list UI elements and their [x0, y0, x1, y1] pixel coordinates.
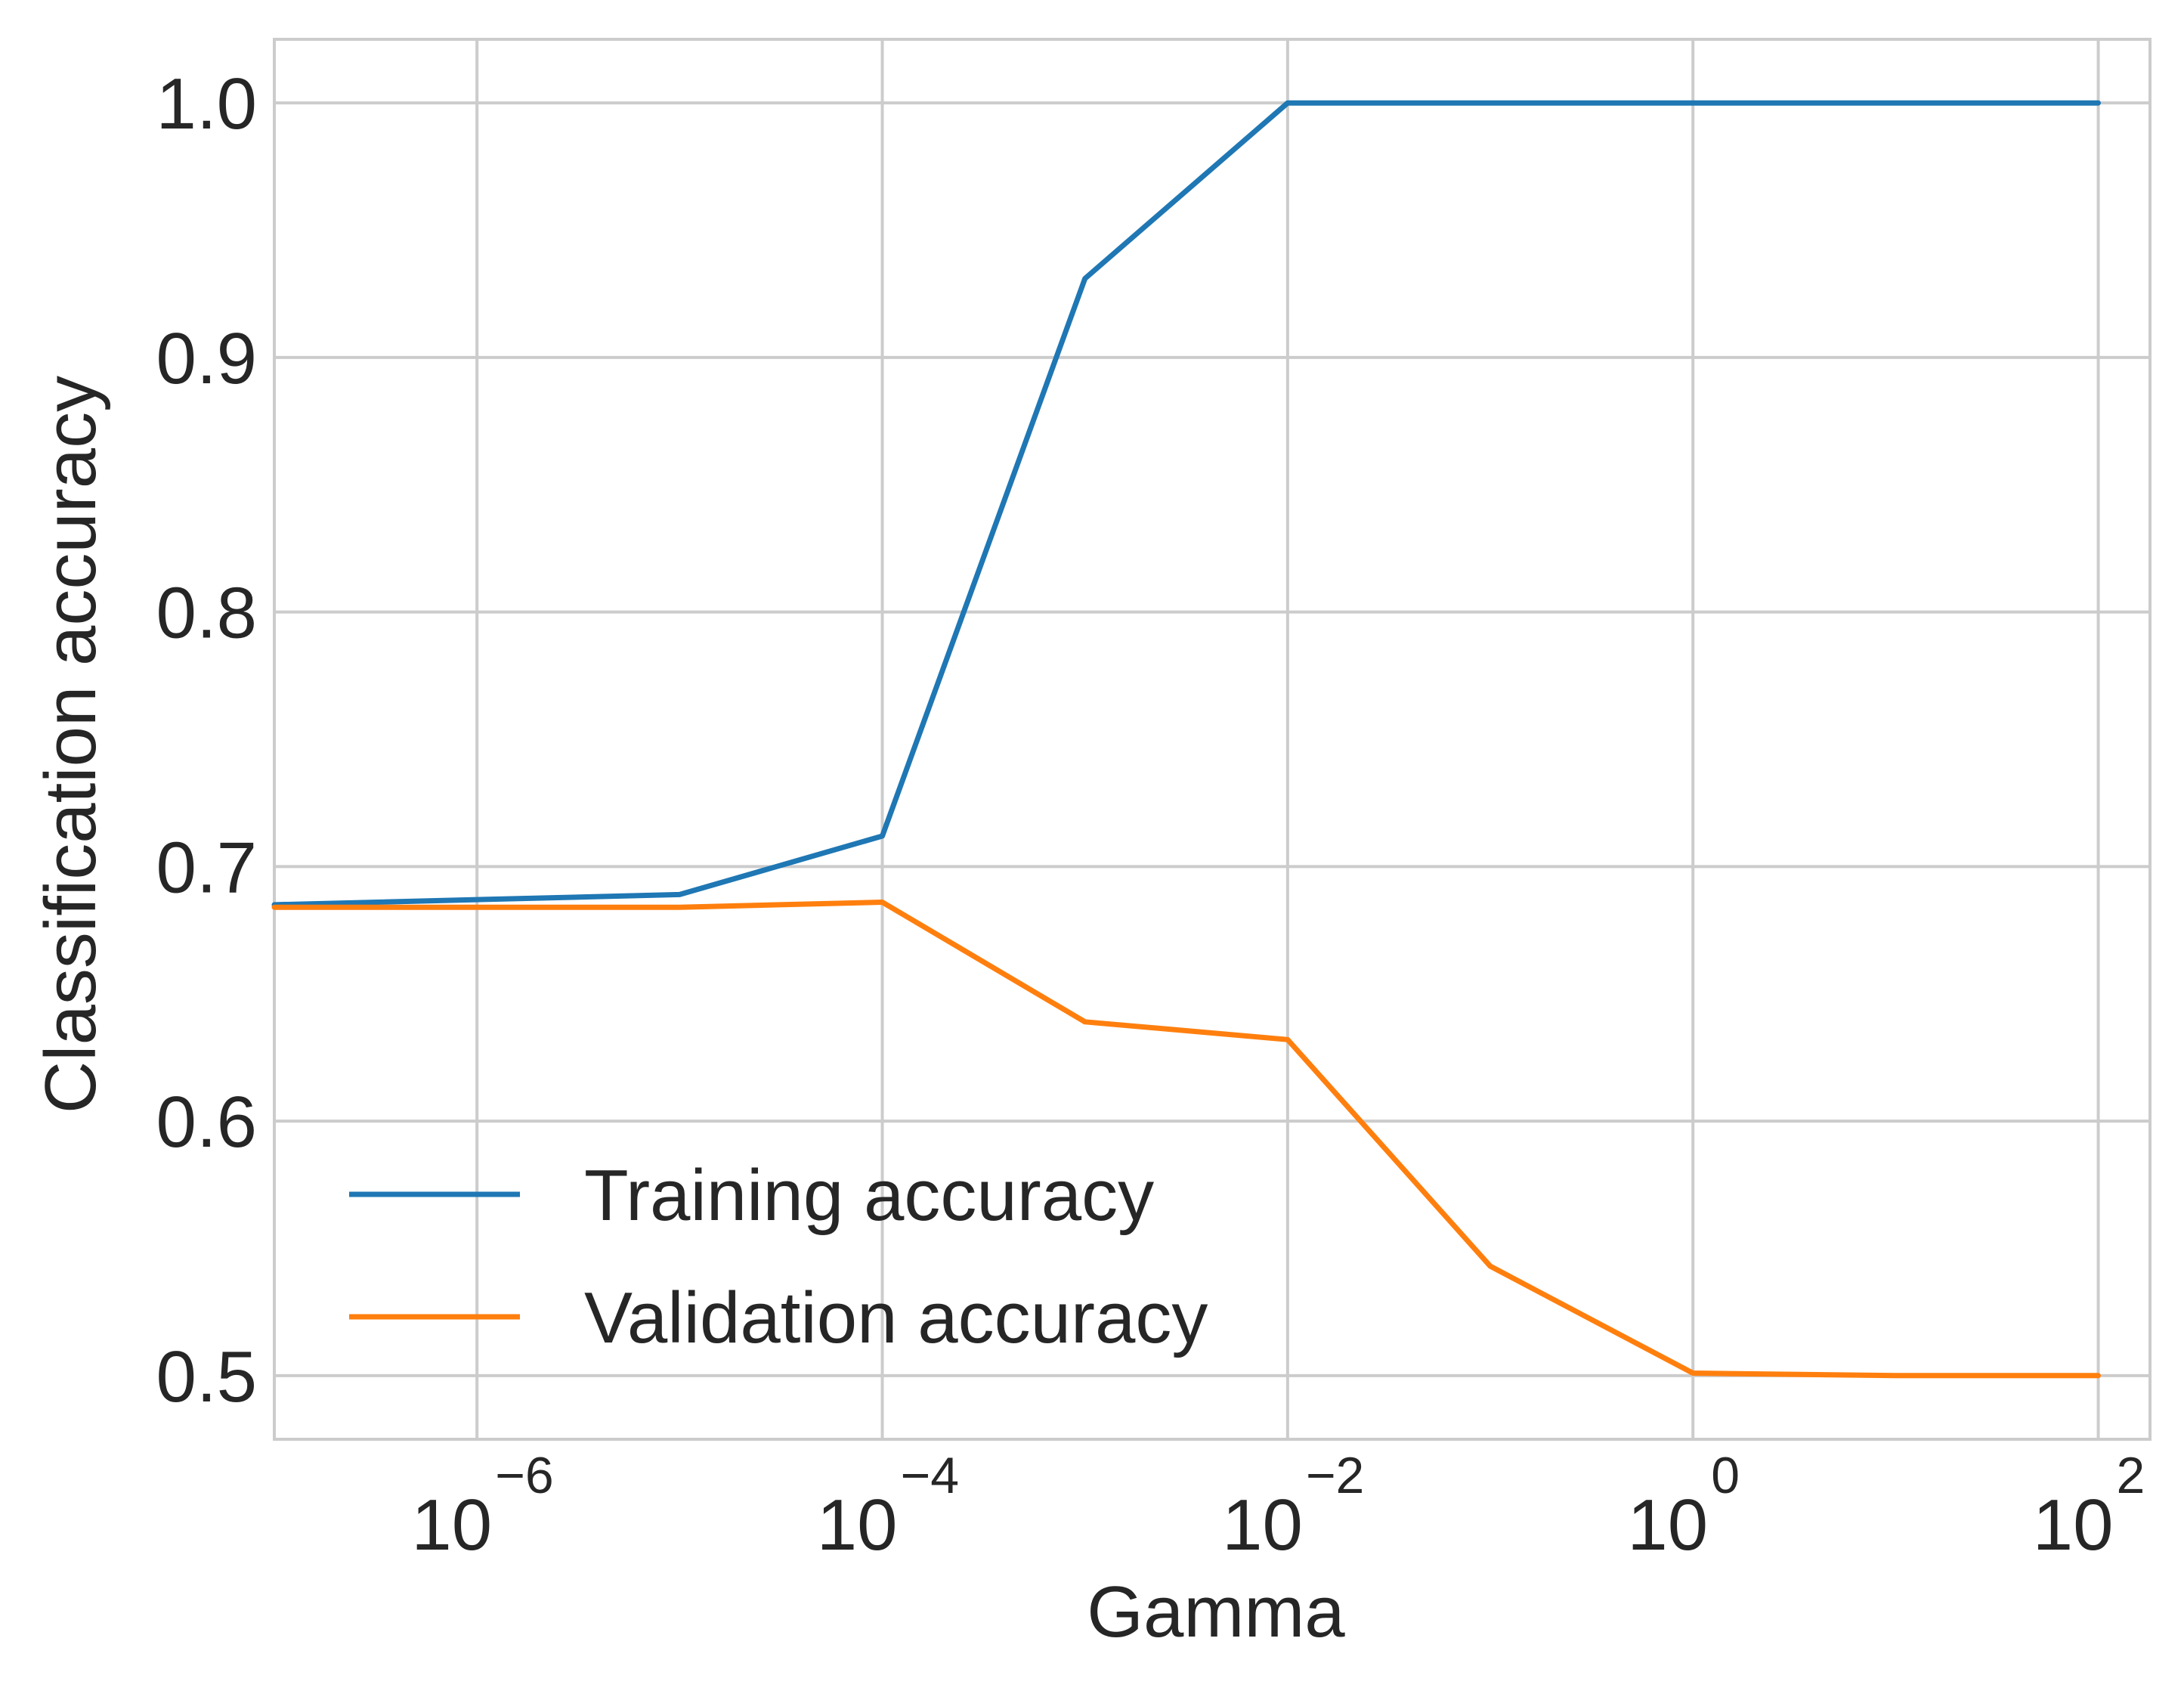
- x-tick-label: 10−4: [817, 1447, 959, 1565]
- y-tick-label: 0.9: [156, 318, 257, 399]
- series-lines: [271, 100, 2101, 1379]
- y-tick-label: 0.6: [156, 1082, 257, 1163]
- x-tick-exponent: −2: [1306, 1447, 1365, 1504]
- x-tick-base: 10: [1627, 1485, 1708, 1565]
- y-axis-title: Classification accuracy: [30, 376, 111, 1113]
- series-line-1: [271, 900, 2101, 1379]
- x-tick-label: 10−2: [1222, 1447, 1364, 1565]
- x-tick-base: 10: [2033, 1485, 2114, 1565]
- legend-item: Validation accuracy: [349, 1277, 1208, 1358]
- y-tick-label: 0.7: [156, 827, 257, 908]
- series-line-0: [271, 100, 2101, 908]
- x-tick-label: 102: [2033, 1447, 2145, 1565]
- y-tick-labels: 0.5 0.6 0.7 0.8 0.9 1.0: [156, 63, 257, 1417]
- x-tick-exponent: 0: [1711, 1447, 1740, 1504]
- x-tick-label: 100: [1627, 1447, 1740, 1565]
- legend: Training accuracy Validation accuracy: [349, 1155, 1208, 1358]
- x-tick-exponent: −6: [495, 1447, 554, 1504]
- x-tick-base: 10: [411, 1485, 492, 1565]
- x-axis-title: Gamma: [1087, 1572, 1345, 1652]
- x-tick-base: 10: [817, 1485, 898, 1565]
- x-tick-label: 10−6: [411, 1447, 553, 1565]
- x-tick-exponent: −4: [901, 1447, 960, 1504]
- legend-label: Validation accuracy: [584, 1277, 1208, 1358]
- x-tick-base: 10: [1222, 1485, 1303, 1565]
- y-tick-label: 0.8: [156, 573, 257, 654]
- y-tick-label: 0.5: [156, 1336, 257, 1417]
- plot-frame: [273, 38, 2152, 1441]
- y-tick-label: 1.0: [156, 63, 257, 144]
- legend-label: Training accuracy: [584, 1155, 1154, 1236]
- x-tick-exponent: 2: [2117, 1447, 2145, 1504]
- legend-item: Training accuracy: [349, 1155, 1154, 1236]
